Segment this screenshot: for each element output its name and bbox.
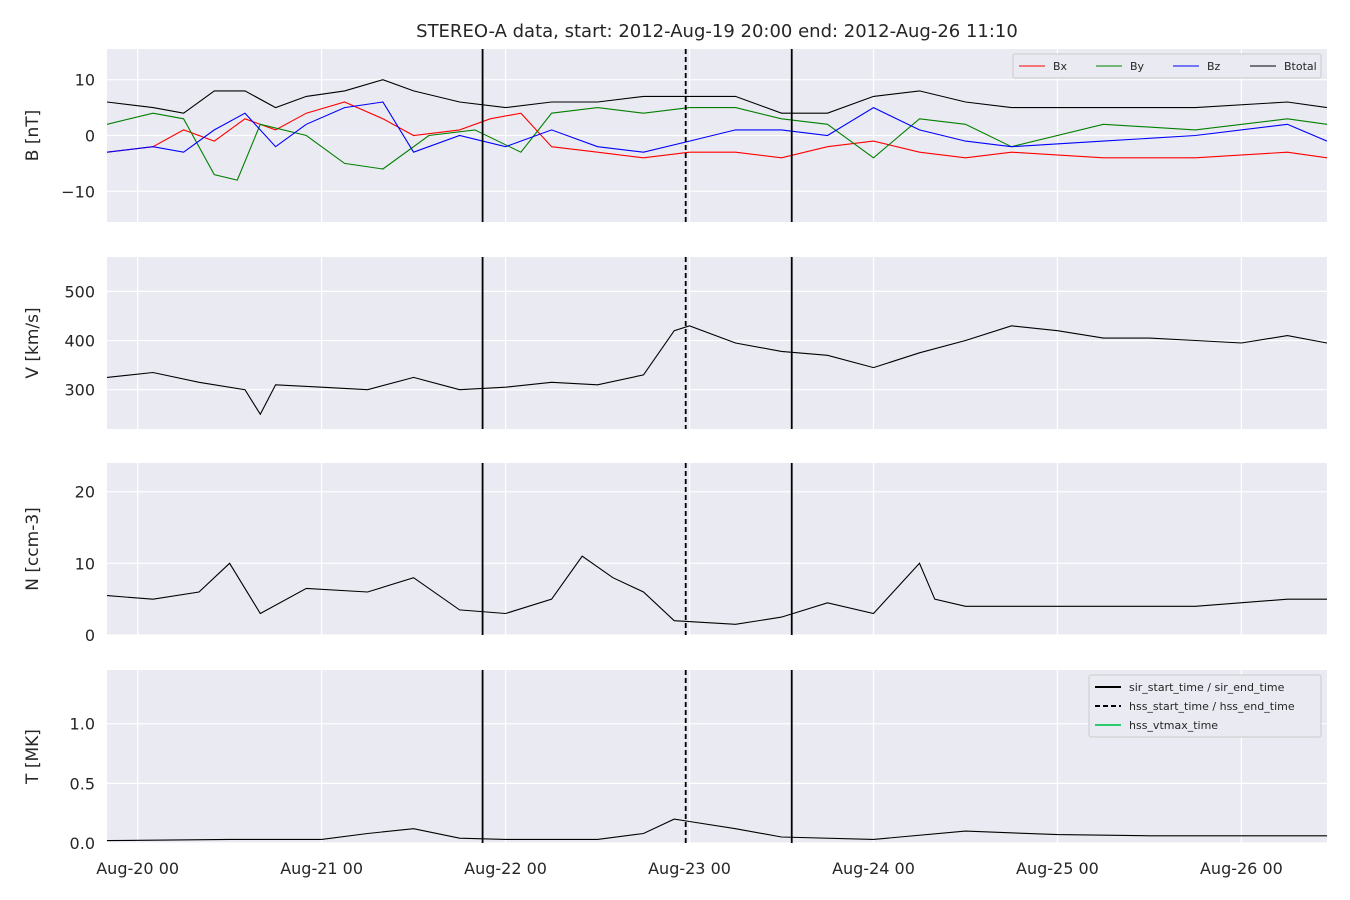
legend-box xyxy=(1088,674,1322,738)
series-line xyxy=(107,325,1327,416)
chart-title: STEREO-A data, start: 2012-Aug-19 20:00 … xyxy=(416,21,1018,42)
y-tick-label: 400 xyxy=(64,332,95,351)
legend-label: sir_start_time / sir_end_time xyxy=(1129,681,1285,694)
series-line xyxy=(107,555,1327,625)
legend-label: Btotal xyxy=(1284,60,1317,73)
y-tick-label: 500 xyxy=(64,282,95,301)
y-tick-label: 0 xyxy=(85,127,95,146)
panel-1: 10 0 −10 B [nT] Bx By Bz Btotal xyxy=(23,49,1327,222)
x-tick-label: Aug-24 00 xyxy=(832,859,915,878)
y-axis-label: B [nT] xyxy=(23,110,43,162)
plot-background xyxy=(107,463,1327,635)
series-line-btotal xyxy=(107,79,1327,114)
x-tick-label: Aug-23 00 xyxy=(648,859,731,878)
panels: 10 0 −10 B [nT] Bx By Bz Btotal 500 400 300 V [km/s… xyxy=(23,49,1327,878)
legend-label: hss_vtmax_time xyxy=(1129,719,1218,732)
x-tick-label: Aug-21 00 xyxy=(280,859,363,878)
y-tick-label: 0.0 xyxy=(70,834,95,853)
series-line-bz xyxy=(107,101,1327,153)
series-line-by xyxy=(107,107,1327,181)
y-axis-label: V [km/s] xyxy=(23,307,43,378)
x-tick-label: Aug-26 00 xyxy=(1200,859,1283,878)
plot-background xyxy=(107,257,1327,429)
legend-box xyxy=(1012,53,1322,79)
panel-4: 1.0 0.5 0.0 T [MK] sir_start_time / sir_end_… xyxy=(23,670,1327,853)
y-tick-label: −10 xyxy=(61,182,95,201)
y-tick-label: 10 xyxy=(75,554,95,573)
series-line xyxy=(107,818,1327,842)
panel-2: 500 400 300 V [km/s] xyxy=(23,257,1327,429)
y-tick-label: 1.0 xyxy=(70,715,95,734)
y-tick-label: 10 xyxy=(75,71,95,90)
y-tick-label: 20 xyxy=(75,483,95,502)
legend-label: hss_start_time / hss_end_time xyxy=(1129,700,1295,713)
y-tick-label: 300 xyxy=(64,381,95,400)
legend-label: Bz xyxy=(1207,60,1221,73)
x-tick-label: Aug-20 00 xyxy=(96,859,179,878)
panel-3: 20 10 0 N [ccm-3] xyxy=(23,463,1327,645)
y-axis-label: T [MK] xyxy=(23,729,43,785)
y-axis-label: N [ccm-3] xyxy=(23,507,43,591)
x-tick-label: Aug-25 00 xyxy=(1016,859,1099,878)
legend-label: Bx xyxy=(1053,60,1068,73)
y-tick-label: 0 xyxy=(85,626,95,645)
legend-label: By xyxy=(1130,60,1145,73)
x-tick-label: Aug-22 00 xyxy=(464,859,547,878)
y-tick-label: 0.5 xyxy=(70,774,95,793)
